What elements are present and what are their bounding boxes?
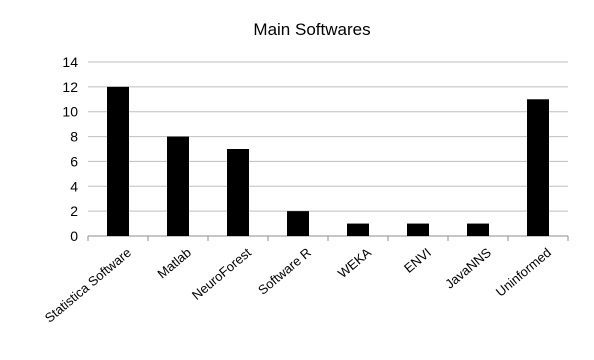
y-tick-label: 4 bbox=[70, 178, 78, 194]
y-tick-label: 0 bbox=[70, 228, 78, 244]
y-tick-label: 12 bbox=[62, 79, 78, 95]
chart-title: Main Softwares bbox=[253, 20, 370, 39]
x-axis bbox=[87, 235, 569, 241]
bars bbox=[107, 86, 549, 237]
bar-6 bbox=[467, 223, 489, 236]
bar-2 bbox=[227, 149, 249, 236]
x-tick-label: WEKA bbox=[335, 245, 374, 281]
x-tick-label: Software R bbox=[255, 245, 314, 298]
y-tick-label: 2 bbox=[70, 203, 78, 219]
y-tick-labels: 0 2 4 6 8 10 12 14 bbox=[62, 54, 78, 244]
bar-5 bbox=[407, 223, 429, 236]
x-tick-label: ENVI bbox=[401, 245, 434, 276]
x-tick-label: JavaNNS bbox=[442, 245, 494, 292]
y-tick-label: 14 bbox=[62, 54, 78, 70]
x-tick-label: Matlab bbox=[154, 245, 194, 282]
bar-4 bbox=[347, 223, 369, 236]
x-tick-label: NeuroForest bbox=[189, 245, 254, 303]
x-tick-label: Statistica Software bbox=[42, 245, 134, 326]
y-tick-label: 10 bbox=[62, 104, 78, 120]
bar-7 bbox=[527, 99, 549, 237]
bar-3 bbox=[287, 211, 309, 236]
gridlines bbox=[88, 61, 568, 212]
y-tick-label: 6 bbox=[70, 153, 78, 169]
x-tick-label: Uninformed bbox=[493, 245, 554, 300]
y-tick-label: 8 bbox=[70, 129, 78, 145]
bar-1 bbox=[167, 136, 189, 236]
bar-0 bbox=[107, 86, 129, 236]
